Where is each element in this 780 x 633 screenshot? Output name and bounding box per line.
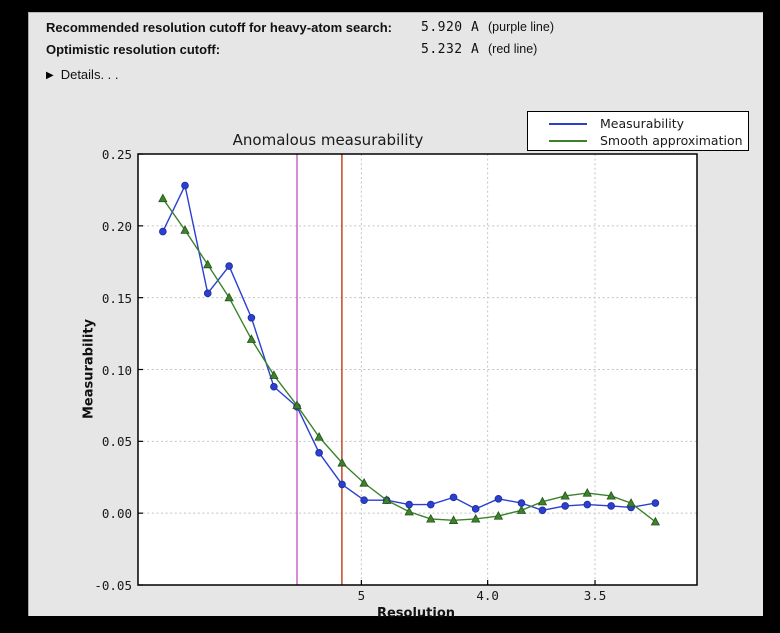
axes-border <box>137 153 698 586</box>
chart-legend: Measurability Smooth approximation <box>527 111 749 151</box>
y-tick-label: 0.15 <box>101 290 132 306</box>
legend-entry-measurability: Measurability <box>528 115 748 132</box>
optimistic-cutoff-note: (red line) <box>488 42 538 56</box>
x-tick-label: 4.0 <box>476 588 499 603</box>
y-tick-label: 0.25 <box>101 147 132 162</box>
legend-entry-smooth-approximation: Smooth approximation <box>528 132 748 149</box>
recommended-cutoff-note: (purple line) <box>488 20 555 34</box>
disclosure-triangle-icon[interactable]: ▶ <box>46 70 54 81</box>
optimistic-cutoff-label: Optimistic resolution cutoff: <box>46 42 221 57</box>
legend-entries: Measurability Smooth approximation <box>528 115 748 149</box>
details-disclosure[interactable]: ▶ Details. . . <box>46 66 119 83</box>
x-tick-label: 3.5 <box>583 588 607 603</box>
chart-title: Anomalous measurability <box>232 131 424 149</box>
series-measurability <box>159 181 660 515</box>
y-tick-label: 0.20 <box>101 218 132 234</box>
series-smooth-approximation <box>158 193 661 526</box>
y-tick-label: 0.00 <box>101 506 132 522</box>
optimistic-cutoff-value: 5.232 A <box>421 42 480 57</box>
details-label[interactable]: Details. . . <box>60 67 119 82</box>
x-axis-label: Resolution <box>376 606 456 621</box>
y-tick-label: 0.05 <box>101 434 132 450</box>
legend-line-swatch <box>549 122 587 125</box>
recommended-cutoff-label: Recommended resolution cutoff for heavy-… <box>46 20 393 35</box>
y-tick-label: -0.05 <box>94 578 132 593</box>
legend-label: Measurability <box>600 116 685 131</box>
result-panel: Recommended resolution cutoff for heavy-… <box>28 12 763 621</box>
legend-line-swatch <box>549 139 587 142</box>
x-tick-label: 5 <box>357 588 366 603</box>
legend-label: Smooth approximation <box>600 133 743 148</box>
recommended-cutoff-value: 5.920 A <box>421 20 480 35</box>
y-tick-label: 0.10 <box>101 362 132 378</box>
measurability-chart-canvas <box>137 153 698 586</box>
